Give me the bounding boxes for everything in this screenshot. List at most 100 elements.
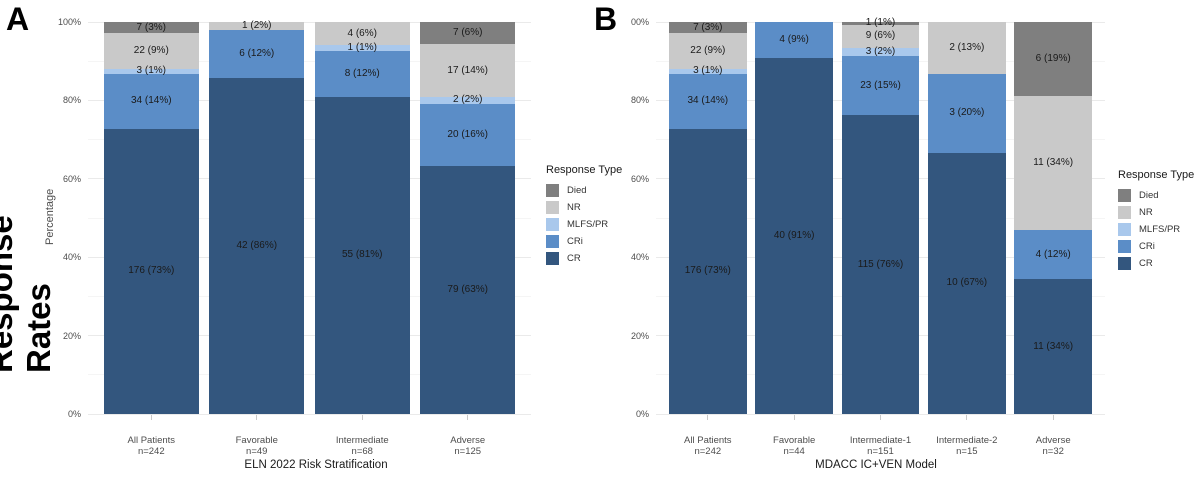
x-category-label: Adverse n=32: [998, 435, 1108, 457]
bar-segment-cr: [755, 57, 833, 414]
bar-segment-mlfs-pr: [420, 97, 516, 104]
bar-segment-nr: [420, 43, 516, 98]
legend-label: NR: [567, 202, 581, 213]
legend-swatch-nr-icon: [546, 201, 559, 214]
segment-value-label-mlfs-pr: 2 (2%): [452, 94, 483, 106]
legend-label: NR: [1139, 207, 1153, 218]
panel-a-letter: A: [6, 1, 30, 37]
bar-segment-cri: [103, 73, 199, 129]
legend-a-title: Response Type: [546, 164, 623, 176]
x-tick: [707, 415, 709, 420]
legend-item-nr: NR: [546, 199, 638, 216]
x-category-name: All Patients: [684, 435, 732, 446]
segment-value-label-nr: 22 (9%): [690, 45, 726, 57]
segment-value-label-died: 1 (1%): [865, 17, 896, 29]
x-category-n: n=68: [351, 446, 373, 457]
segment-value-label-died: 7 (3%): [136, 21, 166, 33]
gridline: [656, 413, 1105, 415]
x-tick: [150, 415, 152, 420]
x-category-label: All Patients n=242: [96, 435, 206, 457]
bar-segment-nr: [209, 22, 305, 30]
x-category-n: n=242: [694, 446, 722, 457]
x-category-label: Intermediate-1 n=151: [826, 435, 936, 457]
bar-segment-cri: [1014, 230, 1093, 280]
legend-item-cr: CR: [546, 250, 638, 267]
legend-swatch-died-icon: [1118, 189, 1131, 202]
segment-value-label-cri: 4 (9%): [779, 33, 809, 45]
legend-item-nr: NR: [1118, 204, 1199, 221]
legend-b-title: Response Type: [1118, 169, 1195, 181]
x-category-name: All Patients: [127, 435, 176, 446]
gridline: [88, 335, 531, 337]
bar-segment-nr: [841, 24, 920, 48]
y-tick-label: 20%: [630, 330, 649, 341]
bar-segment-cr: [841, 115, 920, 414]
legend-label: CRi: [567, 236, 583, 247]
x-category-label: Intermediate-2 n=15: [912, 435, 1022, 457]
y-tick-label: 00%: [630, 17, 649, 27]
bar-segment-mlfs-pr: [668, 68, 747, 74]
x-category-name: Adverse: [450, 435, 486, 446]
x-category-n: n=125: [454, 446, 482, 457]
bar-segment-died: [668, 22, 747, 34]
segment-value-label-cri: 34 (14%): [130, 95, 172, 107]
x-category-label: All Patients n=242: [653, 435, 763, 457]
segment-value-label-died: 7 (3%): [693, 21, 723, 33]
gridline: [88, 217, 531, 219]
y-tick-label: 40%: [62, 252, 81, 263]
bar-segment-nr: [668, 33, 747, 69]
legend-label: Died: [567, 185, 587, 196]
legend-swatch-mlfs-pr-icon: [546, 218, 559, 231]
segment-value-label-nr: 9 (6%): [865, 30, 896, 42]
bar-segment-cri: [668, 73, 747, 129]
legend-label: Died: [1139, 190, 1159, 201]
segment-value-label-died: 7 (6%): [452, 26, 483, 38]
legend-label: CRi: [1139, 241, 1155, 252]
gridline: [88, 413, 531, 415]
bar-segment-cr: [420, 166, 516, 414]
legend-label: CR: [567, 253, 581, 264]
legend-item-died: Died: [1118, 187, 1199, 204]
x-category-n: n=44: [783, 446, 805, 457]
y-tick-label: 0%: [635, 409, 649, 419]
legend-label: MLFS/PR: [1139, 224, 1181, 235]
bar-segment-mlfs-pr: [314, 45, 410, 51]
y-tick-label: 60%: [630, 173, 649, 184]
bar-segment-nr: [103, 33, 199, 69]
gridline: [88, 178, 531, 180]
legend-swatch-cr-icon: [1118, 257, 1131, 270]
segment-value-label-cr: 115 (76%): [857, 258, 904, 270]
segment-value-label-cri: 20 (16%): [447, 128, 488, 140]
segment-value-label-cri: 4 (12%): [1035, 248, 1071, 260]
gridline: [88, 374, 531, 376]
legend-swatch-nr-icon: [1118, 206, 1131, 219]
figure-y-title: Response Rates: [0, 215, 57, 373]
legend-label: MLFS/PR: [567, 219, 609, 230]
legend-a-items: Died NR MLFS/PR CRi CR: [546, 182, 638, 267]
x-tick: [880, 415, 881, 420]
legend-b-items: Died NR MLFS/PR CRi CR: [1118, 187, 1199, 272]
x-tick: [467, 415, 469, 420]
segment-value-label-cri: 8 (12%): [344, 67, 380, 79]
x-category-label: Favorable n=49: [202, 435, 312, 457]
legend-item-died: Died: [546, 182, 638, 199]
segment-value-label-cr: 176 (73%): [128, 265, 175, 277]
segment-value-label-mlfs-pr: 3 (2%): [865, 45, 896, 57]
segment-value-label-cr: 40 (91%): [773, 229, 815, 241]
legend-swatch-cri-icon: [1118, 240, 1131, 253]
bar-segment-died: [1014, 22, 1093, 96]
segment-value-label-mlfs-pr: 3 (1%): [136, 65, 166, 77]
y-tick-label: 80%: [630, 95, 649, 106]
x-tick: [256, 415, 258, 420]
x-category-name: Intermediate-2: [936, 435, 998, 446]
y-tick-label: 20%: [62, 330, 81, 341]
segment-value-label-nr: 1 (2%): [242, 20, 272, 31]
x-category-n: n=242: [137, 446, 165, 457]
segment-value-label-nr: 4 (6%): [347, 27, 377, 39]
bar-segment-nr: [927, 22, 1006, 75]
y-axis-title-percentage: Percentage: [44, 188, 56, 246]
y-tick-label: 40%: [630, 252, 649, 263]
bar-segment-cri: [927, 74, 1006, 153]
gridline: [88, 295, 531, 297]
